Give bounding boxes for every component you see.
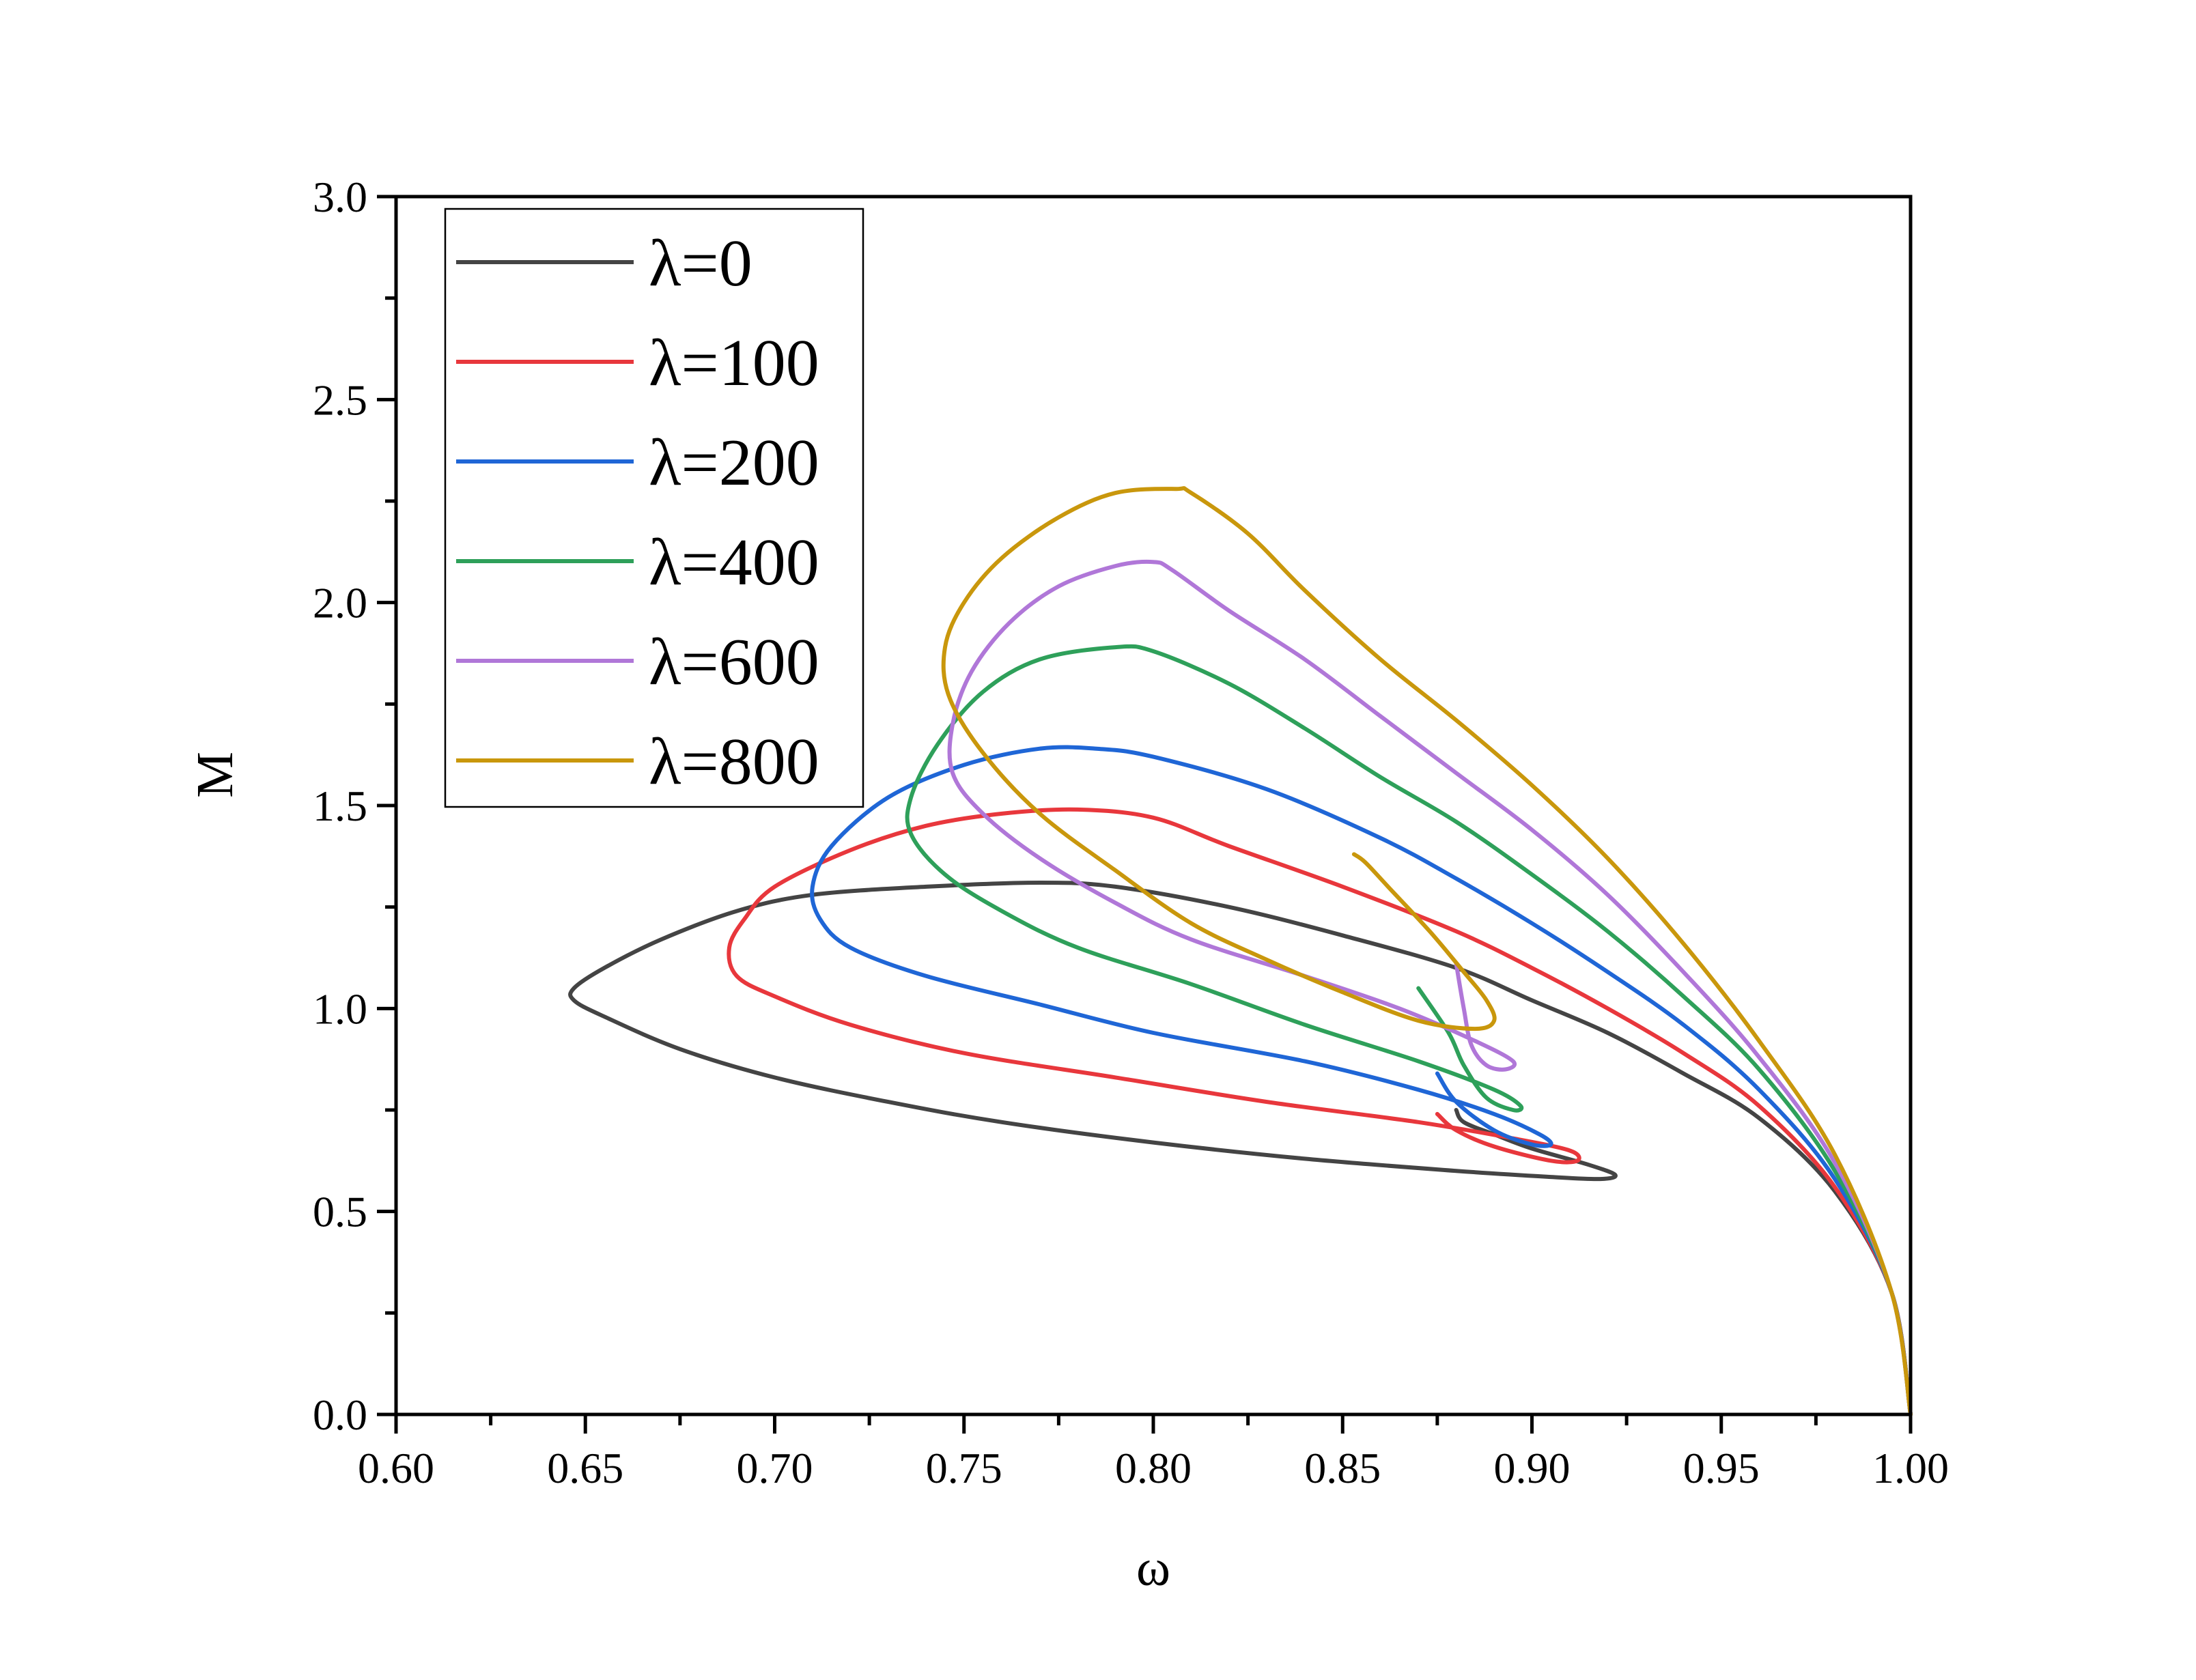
series-line-0 <box>568 881 1913 1416</box>
y-tick-label: 0.5 <box>313 1188 367 1236</box>
legend-label-2: λ=200 <box>649 426 819 500</box>
legend-label-4: λ=600 <box>649 625 819 699</box>
x-tick-label: 0.90 <box>1494 1444 1571 1492</box>
y-tick-label: 3.0 <box>313 173 367 221</box>
legend-label-0: λ=0 <box>649 227 752 300</box>
series-lines <box>568 486 1913 1416</box>
series-line-5 <box>941 486 1913 1416</box>
x-tick-label: 1.00 <box>1872 1444 1949 1492</box>
y-tick-label: 1.5 <box>313 782 367 830</box>
legend-label-1: λ=100 <box>649 326 819 400</box>
legend: λ=0 λ=100 λ=200 λ=400 λ=600 λ=800 <box>444 208 864 808</box>
y-tick-label: 2.5 <box>313 375 367 424</box>
x-tick-label: 0.60 <box>358 1444 434 1492</box>
legend-box <box>444 208 864 808</box>
x-tick-label: 0.75 <box>926 1444 1002 1492</box>
y-tick-label: 2.0 <box>313 579 367 627</box>
x-axis: 0.60 0.65 0.70 0.75 0.80 0.85 0.90 0.95 1.00 <box>358 1414 1949 1492</box>
x-tick-label: 0.85 <box>1304 1444 1381 1492</box>
legend-label-5: λ=800 <box>649 725 819 799</box>
y-axis-title: M <box>186 752 244 798</box>
series-line-1 <box>727 807 1913 1416</box>
series-line-4 <box>947 559 1913 1416</box>
series-line-3 <box>905 644 1913 1416</box>
x-tick-label: 0.80 <box>1115 1444 1192 1492</box>
x-tick-label: 0.70 <box>737 1444 813 1492</box>
y-tick-label: 1.0 <box>313 984 367 1033</box>
y-tick-label: 0.0 <box>313 1391 367 1439</box>
x-tick-label: 0.95 <box>1683 1444 1760 1492</box>
x-axis-title: ω <box>1136 1539 1170 1597</box>
y-axis: 0.0 0.5 1.0 1.5 2.0 2.5 3.0 <box>313 173 396 1439</box>
legend-label-3: λ=400 <box>649 526 819 599</box>
series-line-2 <box>810 745 1913 1416</box>
x-tick-label: 0.65 <box>547 1444 623 1492</box>
